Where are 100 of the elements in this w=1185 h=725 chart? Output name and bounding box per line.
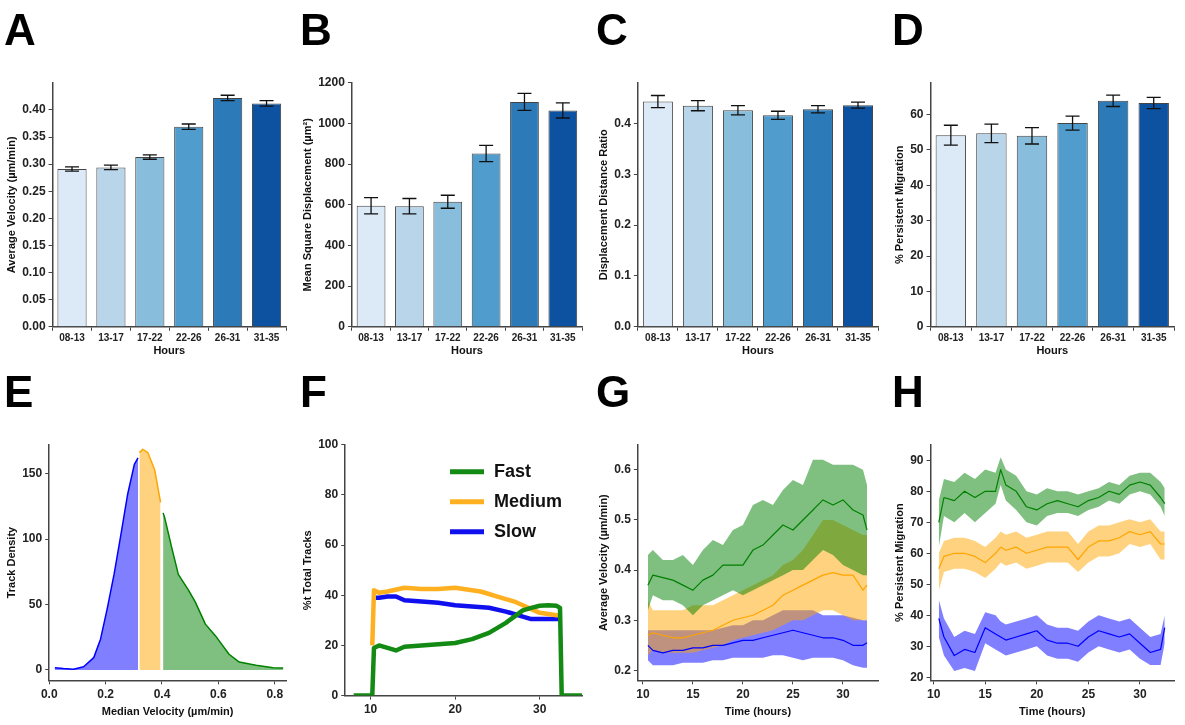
x-axis-title: Time (hours) — [1019, 705, 1086, 718]
y-tick-label: 80 — [910, 483, 924, 498]
y-tick-label: 100 — [22, 531, 43, 546]
y-tick-label: 150 — [22, 465, 43, 480]
x-tick-label: 0.8 — [266, 686, 284, 701]
x-tick-label: 0.4 — [153, 686, 171, 701]
y-tick-label: 0 — [338, 319, 346, 334]
x-tick-label: 10 — [636, 686, 650, 701]
y-tick-label: 0.5 — [614, 512, 632, 527]
y-tick-label: 0.2 — [614, 662, 632, 677]
y-axis-title: Average Velocity (µm/min) — [596, 493, 609, 631]
y-tick-label: 0 — [331, 687, 339, 702]
y-tick-label: 30 — [910, 638, 924, 653]
x-tick-label: 08-13 — [358, 331, 385, 343]
y-axis-title: Displacement Distance Ratio — [596, 129, 609, 281]
y-tick-label: 0.3 — [614, 166, 632, 181]
x-axis-title: Hours — [153, 344, 186, 357]
legend-label: Fast — [494, 460, 532, 481]
chart-title: C — [596, 4, 628, 54]
x-tick-label: 25 — [786, 686, 800, 701]
y-axis-title: Average Velocity (µm/min) — [4, 136, 17, 274]
x-tick-label: 22-26 — [175, 331, 202, 343]
y-tick-label: 100 — [318, 437, 339, 452]
y-tick-label: 0.6 — [614, 462, 632, 477]
x-tick-label: 17-22 — [1019, 331, 1046, 343]
legend-label: Slow — [494, 520, 537, 541]
x-tick-label: 17-22 — [725, 331, 752, 343]
y-axis-title: % Persistent Migration — [892, 503, 905, 622]
chart-title: F — [300, 366, 327, 416]
x-tick-label: 25 — [1081, 686, 1096, 701]
y-tick-label: 0.25 — [22, 183, 46, 198]
y-tick-label: 0.20 — [22, 210, 46, 225]
x-tick-label: 30 — [836, 686, 850, 701]
y-tick-label: 40 — [324, 587, 339, 602]
y-tick-label: 50 — [28, 596, 43, 611]
x-axis-title: Hours — [742, 344, 774, 357]
y-axis-title: % Persistent Migration — [892, 145, 905, 265]
y-tick-label: 0.3 — [614, 612, 632, 627]
y-tick-label: 0.4 — [614, 115, 632, 130]
x-tick-label: 10 — [926, 686, 941, 701]
x-tick-label: 22-26 — [473, 331, 500, 343]
x-axis-title: Hours — [451, 344, 483, 357]
y-tick-label: 0.05 — [22, 292, 46, 306]
y-tick-label: 40 — [910, 177, 924, 192]
y-tick-label: 0 — [916, 319, 924, 334]
x-tick-label: 13-17 — [685, 331, 712, 343]
y-tick-label: 20 — [910, 248, 924, 263]
y-tick-label: 1000 — [318, 115, 346, 130]
y-tick-label: 20 — [910, 669, 924, 684]
y-tick-label: 0.00 — [22, 319, 46, 334]
y-tick-label: 90 — [910, 452, 924, 467]
y-tick-label: 50 — [910, 142, 924, 157]
y-tick-label: 800 — [324, 156, 346, 171]
y-tick-label: 60 — [324, 537, 339, 552]
y-tick-label: 40 — [910, 607, 924, 622]
y-tick-label: 0.40 — [22, 102, 46, 117]
x-tick-label: 31-35 — [253, 331, 280, 343]
y-tick-label: 20 — [324, 637, 339, 652]
chart-title: H — [892, 366, 924, 416]
x-axis-title: Median Velocity (µm/min) — [101, 705, 234, 718]
x-tick-label: 31-35 — [845, 331, 872, 343]
y-tick-label: 80 — [324, 487, 339, 502]
x-tick-label: 20 — [1030, 686, 1044, 701]
x-tick-label: 26-31 — [214, 331, 241, 343]
x-tick-label: 26-31 — [805, 331, 832, 343]
x-tick-label: 20 — [736, 686, 750, 701]
y-tick-label: 0.1 — [614, 268, 632, 283]
y-tick-label: 50 — [910, 576, 924, 591]
x-tick-label: 08-13 — [59, 331, 86, 343]
y-tick-label: 0.15 — [22, 237, 46, 252]
y-tick-label: 1200 — [318, 75, 346, 90]
x-tick-label: 30 — [1133, 686, 1147, 701]
y-tick-label: 0 — [35, 662, 43, 677]
x-tick-label: 10 — [363, 702, 378, 717]
x-tick-label: 0.2 — [97, 686, 115, 701]
x-tick-label: 22-26 — [765, 331, 792, 343]
x-tick-label: 13-17 — [98, 331, 125, 343]
x-tick-label: 31-35 — [1140, 331, 1167, 343]
x-tick-label: 0.0 — [40, 686, 58, 701]
y-tick-label: 0.4 — [614, 562, 632, 577]
y-tick-label: 60 — [910, 106, 924, 121]
y-tick-label: 0.35 — [22, 129, 46, 144]
y-axis-title: %t Total Tracks — [300, 530, 313, 611]
chart-title: B — [300, 4, 332, 54]
legend-label: Medium — [494, 490, 563, 511]
y-tick-label: 10 — [910, 283, 924, 298]
x-tick-label: 15 — [686, 686, 700, 701]
y-axis-title: Track Density — [4, 525, 17, 599]
y-tick-label: 0.2 — [614, 217, 632, 232]
x-tick-label: 31-35 — [550, 331, 577, 343]
y-tick-label: 0.30 — [22, 156, 46, 171]
y-tick-label: 0.10 — [22, 264, 46, 279]
x-tick-label: 17-22 — [434, 331, 461, 343]
x-tick-label: 17-22 — [137, 331, 164, 343]
chart-title: G — [596, 366, 631, 416]
chart-title: D — [892, 4, 924, 54]
y-tick-label: 30 — [910, 213, 924, 228]
x-tick-label: 15 — [978, 686, 993, 701]
x-tick-label: 13-17 — [396, 331, 423, 343]
y-tick-label: 200 — [324, 278, 346, 293]
